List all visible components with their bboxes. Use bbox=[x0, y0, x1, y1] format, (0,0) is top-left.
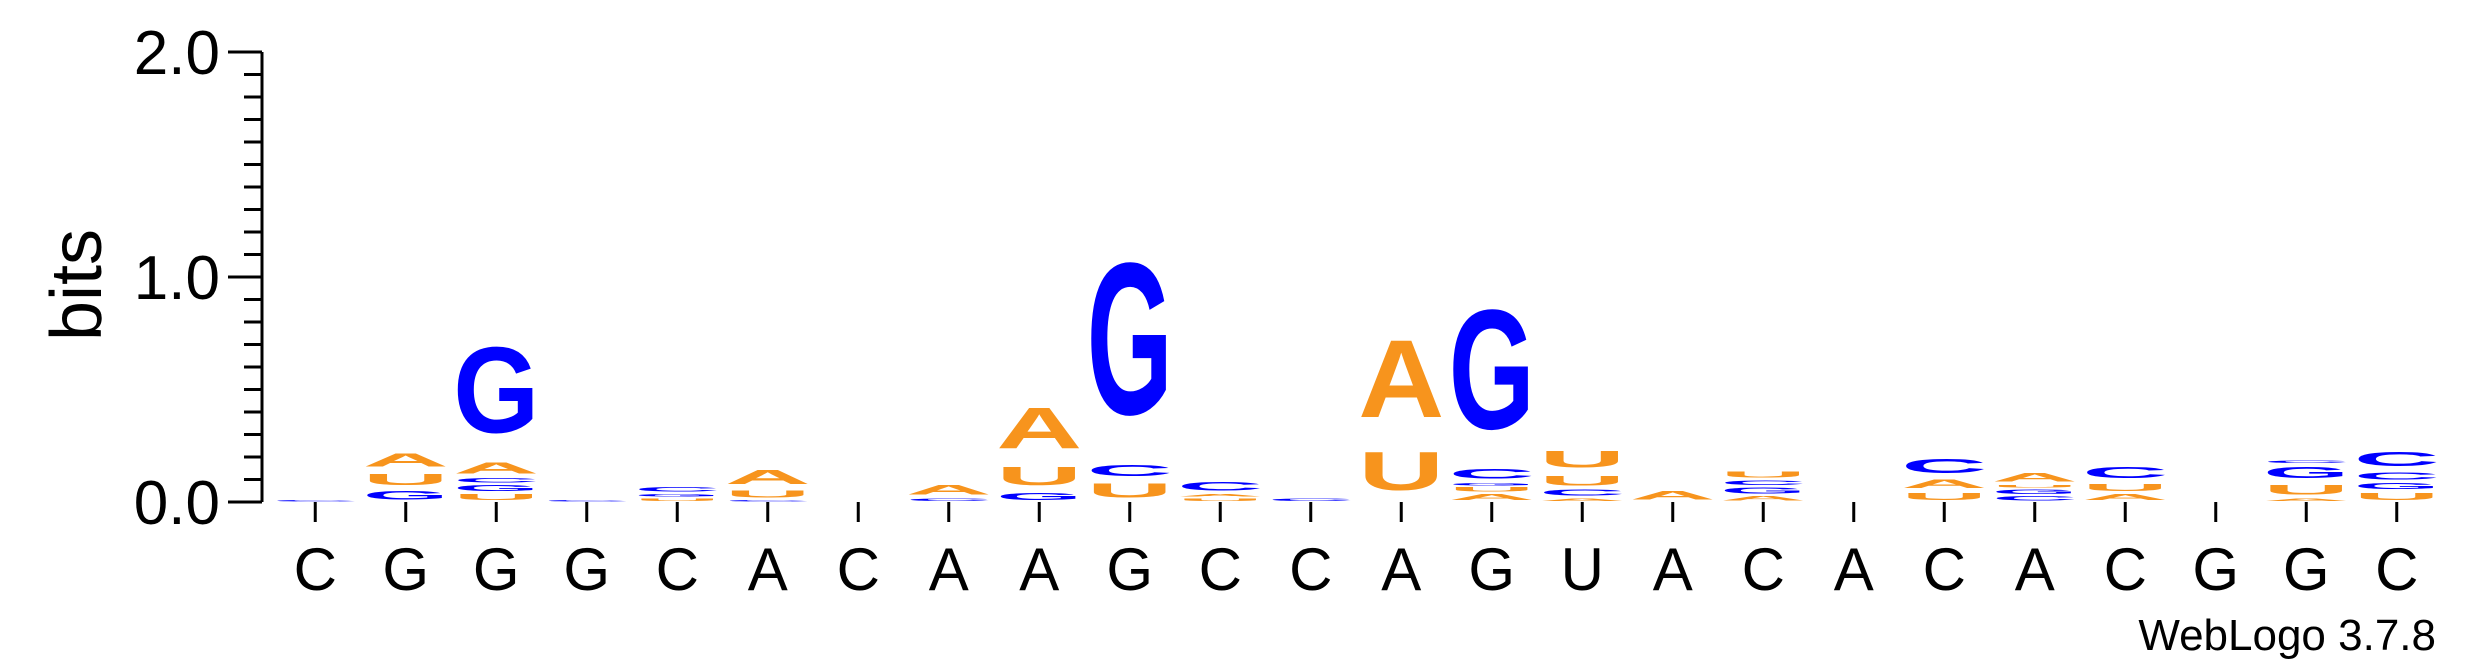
x-tick-label: G bbox=[1468, 536, 1515, 603]
x-tick-label: A bbox=[1019, 536, 1059, 603]
logo-letter-C: C bbox=[634, 486, 720, 493]
logo-letter-C: C bbox=[725, 500, 811, 502]
logo-letter-A: A bbox=[725, 466, 811, 488]
logo-letter-U: U bbox=[2263, 482, 2349, 498]
y-tick-label: 0.0 bbox=[134, 469, 220, 538]
x-tick-label: A bbox=[748, 536, 788, 603]
logo-letter-U: U bbox=[1539, 446, 1625, 473]
x-tick-label: C bbox=[1199, 536, 1242, 603]
logo-letter-A: A bbox=[906, 482, 992, 498]
x-tick-label: U bbox=[1561, 536, 1604, 603]
logo-letter-G: G bbox=[1087, 218, 1173, 460]
x-tick-label: C bbox=[1289, 536, 1332, 603]
logo-letter-C: C bbox=[1901, 455, 1987, 477]
logo-letter-U: U bbox=[1087, 480, 1173, 502]
logo-letter-C: C bbox=[272, 500, 358, 502]
logo-letter-C: C bbox=[453, 477, 539, 484]
logo-letter-U: U bbox=[1720, 470, 1806, 479]
logo-letter-A: A bbox=[1177, 493, 1263, 497]
logo-letter-G: G bbox=[2263, 464, 2349, 482]
x-tick-label: A bbox=[1834, 536, 1874, 603]
logo-letter-U: U bbox=[1358, 441, 1444, 502]
logo-letter-A: A bbox=[1992, 470, 2078, 484]
logo-letter-A: A bbox=[1720, 495, 1806, 502]
x-tick-label: C bbox=[2375, 536, 2418, 603]
logo-letter-U: U bbox=[453, 493, 539, 502]
logo-letter-G: G bbox=[1992, 488, 2078, 495]
logo-letter-U: U bbox=[996, 462, 1082, 491]
logo-letter-G: G bbox=[1720, 486, 1806, 495]
x-tick-label: C bbox=[1923, 536, 1966, 603]
y-tick-label: 1.0 bbox=[134, 244, 220, 313]
logo-letter-U: U bbox=[1992, 484, 2078, 488]
logo-letter-A: A bbox=[2263, 497, 2349, 501]
logo-letter-C: C bbox=[1539, 488, 1625, 497]
logo-letter-U: U bbox=[725, 489, 811, 500]
logo-letter-U: U bbox=[1177, 497, 1263, 501]
logo-letter-C: C bbox=[1087, 462, 1173, 480]
x-tick-label: G bbox=[473, 536, 520, 603]
logo-letter-G: G bbox=[453, 321, 539, 459]
x-tick-label: G bbox=[2283, 536, 2330, 603]
logo-letter-C: C bbox=[906, 497, 992, 501]
x-tick-label: A bbox=[1653, 536, 1693, 603]
x-tick-label: C bbox=[837, 536, 880, 603]
logo-letter-G: G bbox=[634, 493, 720, 498]
x-tick-label: G bbox=[563, 536, 610, 603]
logo-letter-C: C bbox=[2082, 464, 2168, 482]
logo-letter-A: A bbox=[1630, 488, 1716, 502]
logo-letter-C: C bbox=[544, 500, 630, 502]
logo-letter-U: U bbox=[1901, 491, 1987, 502]
x-tick-label: G bbox=[382, 536, 429, 603]
logo-letter-A: A bbox=[453, 459, 539, 477]
logo-letter-U: U bbox=[1449, 486, 1535, 493]
logo-letter-C: C bbox=[2354, 471, 2440, 482]
logo-letter-A: A bbox=[2082, 493, 2168, 502]
logo-letter-U: U bbox=[1539, 473, 1625, 489]
logo-letter-C: C bbox=[2354, 448, 2440, 470]
y-axis-label: bits bbox=[37, 229, 117, 341]
logo-axes: 0.01.02.0C G G G C A C A A G C C A G U A C A C A C G G C bbox=[134, 19, 2419, 603]
weblogo-version: WebLogo 3.7.8 bbox=[2138, 611, 2436, 660]
logo-letter-C: C bbox=[1449, 466, 1535, 482]
x-tick-label: A bbox=[1381, 536, 1421, 603]
logo-letter-G: G bbox=[2354, 482, 2440, 491]
x-tick-label: A bbox=[929, 536, 969, 603]
logo-letter-A: A bbox=[1358, 318, 1444, 441]
logo-letter-C: C bbox=[1992, 495, 2078, 502]
x-tick-label: C bbox=[1742, 536, 1785, 603]
logo-letter-C: C bbox=[1268, 497, 1354, 501]
logo-letter-U: U bbox=[363, 471, 449, 489]
logo-letter-U: U bbox=[2082, 482, 2168, 493]
logo-letter-A: A bbox=[1901, 477, 1987, 491]
logo-letter-A: A bbox=[363, 450, 449, 470]
logo-letter-C: C bbox=[1720, 479, 1806, 486]
x-tick-label: C bbox=[294, 536, 337, 603]
logo-letter-A: A bbox=[1449, 493, 1535, 502]
logo-letter-C: C bbox=[2263, 459, 2349, 463]
logo-letter-G: G bbox=[996, 491, 1082, 502]
logo-letter-G: G bbox=[1449, 275, 1535, 465]
logo-letter-U: U bbox=[634, 497, 720, 501]
logo-letter-G: G bbox=[1449, 482, 1535, 487]
x-tick-label: G bbox=[1106, 536, 1153, 603]
logo-letter-U: U bbox=[2354, 491, 2440, 502]
x-tick-label: C bbox=[656, 536, 699, 603]
x-tick-label: G bbox=[2192, 536, 2239, 603]
logo-letter-A: A bbox=[1539, 497, 1625, 501]
logo-letter-G: G bbox=[453, 484, 539, 493]
y-tick-label: 2.0 bbox=[134, 19, 220, 88]
x-tick-label: C bbox=[2104, 536, 2147, 603]
logo-letter-G: G bbox=[363, 488, 449, 501]
x-tick-label: A bbox=[2015, 536, 2055, 603]
logo-letter-C: C bbox=[1177, 479, 1263, 493]
logo-letter-A: A bbox=[996, 396, 1082, 461]
